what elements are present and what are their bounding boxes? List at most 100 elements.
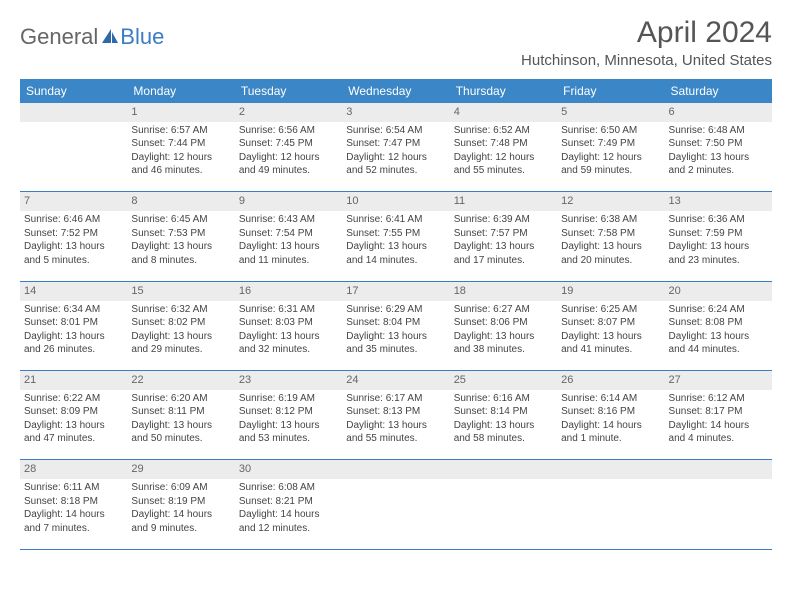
day-number-row: 123456 — [20, 103, 772, 122]
sunset-text: Sunset: 8:07 PM — [561, 316, 660, 330]
day-content-row: Sunrise: 6:22 AMSunset: 8:09 PMDaylight:… — [20, 390, 772, 460]
day-cell: Sunrise: 6:39 AMSunset: 7:57 PMDaylight:… — [450, 211, 557, 281]
sunset-text: Sunset: 8:11 PM — [131, 405, 230, 419]
sunrise-text: Sunrise: 6:48 AM — [669, 124, 768, 138]
sunrise-text: Sunrise: 6:16 AM — [454, 392, 553, 406]
day-number: 10 — [342, 192, 449, 211]
logo-text-blue: Blue — [120, 24, 164, 50]
sunrise-text: Sunrise: 6:24 AM — [669, 303, 768, 317]
day-number: 6 — [665, 103, 772, 122]
sunset-text: Sunset: 7:57 PM — [454, 227, 553, 241]
day-number: 22 — [127, 371, 234, 390]
day-cell: Sunrise: 6:08 AMSunset: 8:21 PMDaylight:… — [235, 479, 342, 549]
day-number: 24 — [342, 371, 449, 390]
sunset-text: Sunset: 7:48 PM — [454, 137, 553, 151]
sunset-text: Sunset: 7:49 PM — [561, 137, 660, 151]
sunrise-text: Sunrise: 6:39 AM — [454, 213, 553, 227]
day-cell: Sunrise: 6:52 AMSunset: 7:48 PMDaylight:… — [450, 122, 557, 192]
daylight-text: Daylight: 12 hours and 55 minutes. — [454, 151, 553, 178]
weekday-header: Monday — [127, 79, 234, 103]
sunset-text: Sunset: 7:44 PM — [131, 137, 230, 151]
day-number: 11 — [450, 192, 557, 211]
sunrise-text: Sunrise: 6:41 AM — [346, 213, 445, 227]
day-cell: Sunrise: 6:36 AMSunset: 7:59 PMDaylight:… — [665, 211, 772, 281]
sunrise-text: Sunrise: 6:27 AM — [454, 303, 553, 317]
daylight-text: Daylight: 13 hours and 35 minutes. — [346, 330, 445, 357]
sunset-text: Sunset: 7:58 PM — [561, 227, 660, 241]
day-cell: Sunrise: 6:45 AMSunset: 7:53 PMDaylight:… — [127, 211, 234, 281]
day-content-row: Sunrise: 6:57 AMSunset: 7:44 PMDaylight:… — [20, 122, 772, 192]
day-cell: Sunrise: 6:09 AMSunset: 8:19 PMDaylight:… — [127, 479, 234, 549]
day-number-row: 78910111213 — [20, 192, 772, 211]
day-number: 8 — [127, 192, 234, 211]
day-number: 20 — [665, 281, 772, 300]
day-cell: Sunrise: 6:22 AMSunset: 8:09 PMDaylight:… — [20, 390, 127, 460]
day-number: 26 — [557, 371, 664, 390]
sunrise-text: Sunrise: 6:17 AM — [346, 392, 445, 406]
sunrise-text: Sunrise: 6:22 AM — [24, 392, 123, 406]
daylight-text: Daylight: 12 hours and 46 minutes. — [131, 151, 230, 178]
daylight-text: Daylight: 13 hours and 26 minutes. — [24, 330, 123, 357]
day-cell: Sunrise: 6:19 AMSunset: 8:12 PMDaylight:… — [235, 390, 342, 460]
day-cell — [342, 479, 449, 549]
sunrise-text: Sunrise: 6:52 AM — [454, 124, 553, 138]
sunrise-text: Sunrise: 6:50 AM — [561, 124, 660, 138]
day-cell: Sunrise: 6:50 AMSunset: 7:49 PMDaylight:… — [557, 122, 664, 192]
sunrise-text: Sunrise: 6:12 AM — [669, 392, 768, 406]
day-cell — [665, 479, 772, 549]
sunrise-text: Sunrise: 6:09 AM — [131, 481, 230, 495]
day-cell — [20, 122, 127, 192]
weekday-header: Tuesday — [235, 79, 342, 103]
day-cell: Sunrise: 6:27 AMSunset: 8:06 PMDaylight:… — [450, 301, 557, 371]
sunrise-text: Sunrise: 6:54 AM — [346, 124, 445, 138]
logo-text-general: General — [20, 24, 98, 50]
sunset-text: Sunset: 8:18 PM — [24, 495, 123, 509]
sunset-text: Sunset: 8:06 PM — [454, 316, 553, 330]
day-cell: Sunrise: 6:57 AMSunset: 7:44 PMDaylight:… — [127, 122, 234, 192]
day-number — [342, 460, 449, 479]
day-number — [450, 460, 557, 479]
sunrise-text: Sunrise: 6:29 AM — [346, 303, 445, 317]
day-number: 15 — [127, 281, 234, 300]
daylight-text: Daylight: 12 hours and 49 minutes. — [239, 151, 338, 178]
day-number: 21 — [20, 371, 127, 390]
day-cell — [557, 479, 664, 549]
sunrise-text: Sunrise: 6:14 AM — [561, 392, 660, 406]
daylight-text: Daylight: 12 hours and 59 minutes. — [561, 151, 660, 178]
day-number: 9 — [235, 192, 342, 211]
daylight-text: Daylight: 13 hours and 14 minutes. — [346, 240, 445, 267]
sunset-text: Sunset: 8:01 PM — [24, 316, 123, 330]
daylight-text: Daylight: 13 hours and 38 minutes. — [454, 330, 553, 357]
daylight-text: Daylight: 13 hours and 41 minutes. — [561, 330, 660, 357]
sunset-text: Sunset: 7:52 PM — [24, 227, 123, 241]
header: General Blue April 2024 Hutchinson, Minn… — [20, 16, 772, 69]
sunrise-text: Sunrise: 6:19 AM — [239, 392, 338, 406]
day-number-row: 14151617181920 — [20, 281, 772, 300]
sunset-text: Sunset: 8:21 PM — [239, 495, 338, 509]
sunset-text: Sunset: 8:03 PM — [239, 316, 338, 330]
sunrise-text: Sunrise: 6:43 AM — [239, 213, 338, 227]
day-number — [20, 103, 127, 122]
sunset-text: Sunset: 7:50 PM — [669, 137, 768, 151]
day-number: 23 — [235, 371, 342, 390]
daylight-text: Daylight: 14 hours and 9 minutes. — [131, 508, 230, 535]
day-number: 18 — [450, 281, 557, 300]
daylight-text: Daylight: 13 hours and 29 minutes. — [131, 330, 230, 357]
day-number: 25 — [450, 371, 557, 390]
daylight-text: Daylight: 14 hours and 1 minute. — [561, 419, 660, 446]
daylight-text: Daylight: 13 hours and 58 minutes. — [454, 419, 553, 446]
day-number: 17 — [342, 281, 449, 300]
day-cell: Sunrise: 6:34 AMSunset: 8:01 PMDaylight:… — [20, 301, 127, 371]
day-cell: Sunrise: 6:14 AMSunset: 8:16 PMDaylight:… — [557, 390, 664, 460]
day-cell: Sunrise: 6:43 AMSunset: 7:54 PMDaylight:… — [235, 211, 342, 281]
sunrise-text: Sunrise: 6:08 AM — [239, 481, 338, 495]
day-cell: Sunrise: 6:16 AMSunset: 8:14 PMDaylight:… — [450, 390, 557, 460]
day-number: 12 — [557, 192, 664, 211]
calendar-table: Sunday Monday Tuesday Wednesday Thursday… — [20, 79, 772, 550]
day-number: 28 — [20, 460, 127, 479]
day-cell: Sunrise: 6:24 AMSunset: 8:08 PMDaylight:… — [665, 301, 772, 371]
day-cell: Sunrise: 6:17 AMSunset: 8:13 PMDaylight:… — [342, 390, 449, 460]
title-block: April 2024 Hutchinson, Minnesota, United… — [521, 16, 772, 69]
day-cell: Sunrise: 6:29 AMSunset: 8:04 PMDaylight:… — [342, 301, 449, 371]
sunrise-text: Sunrise: 6:56 AM — [239, 124, 338, 138]
